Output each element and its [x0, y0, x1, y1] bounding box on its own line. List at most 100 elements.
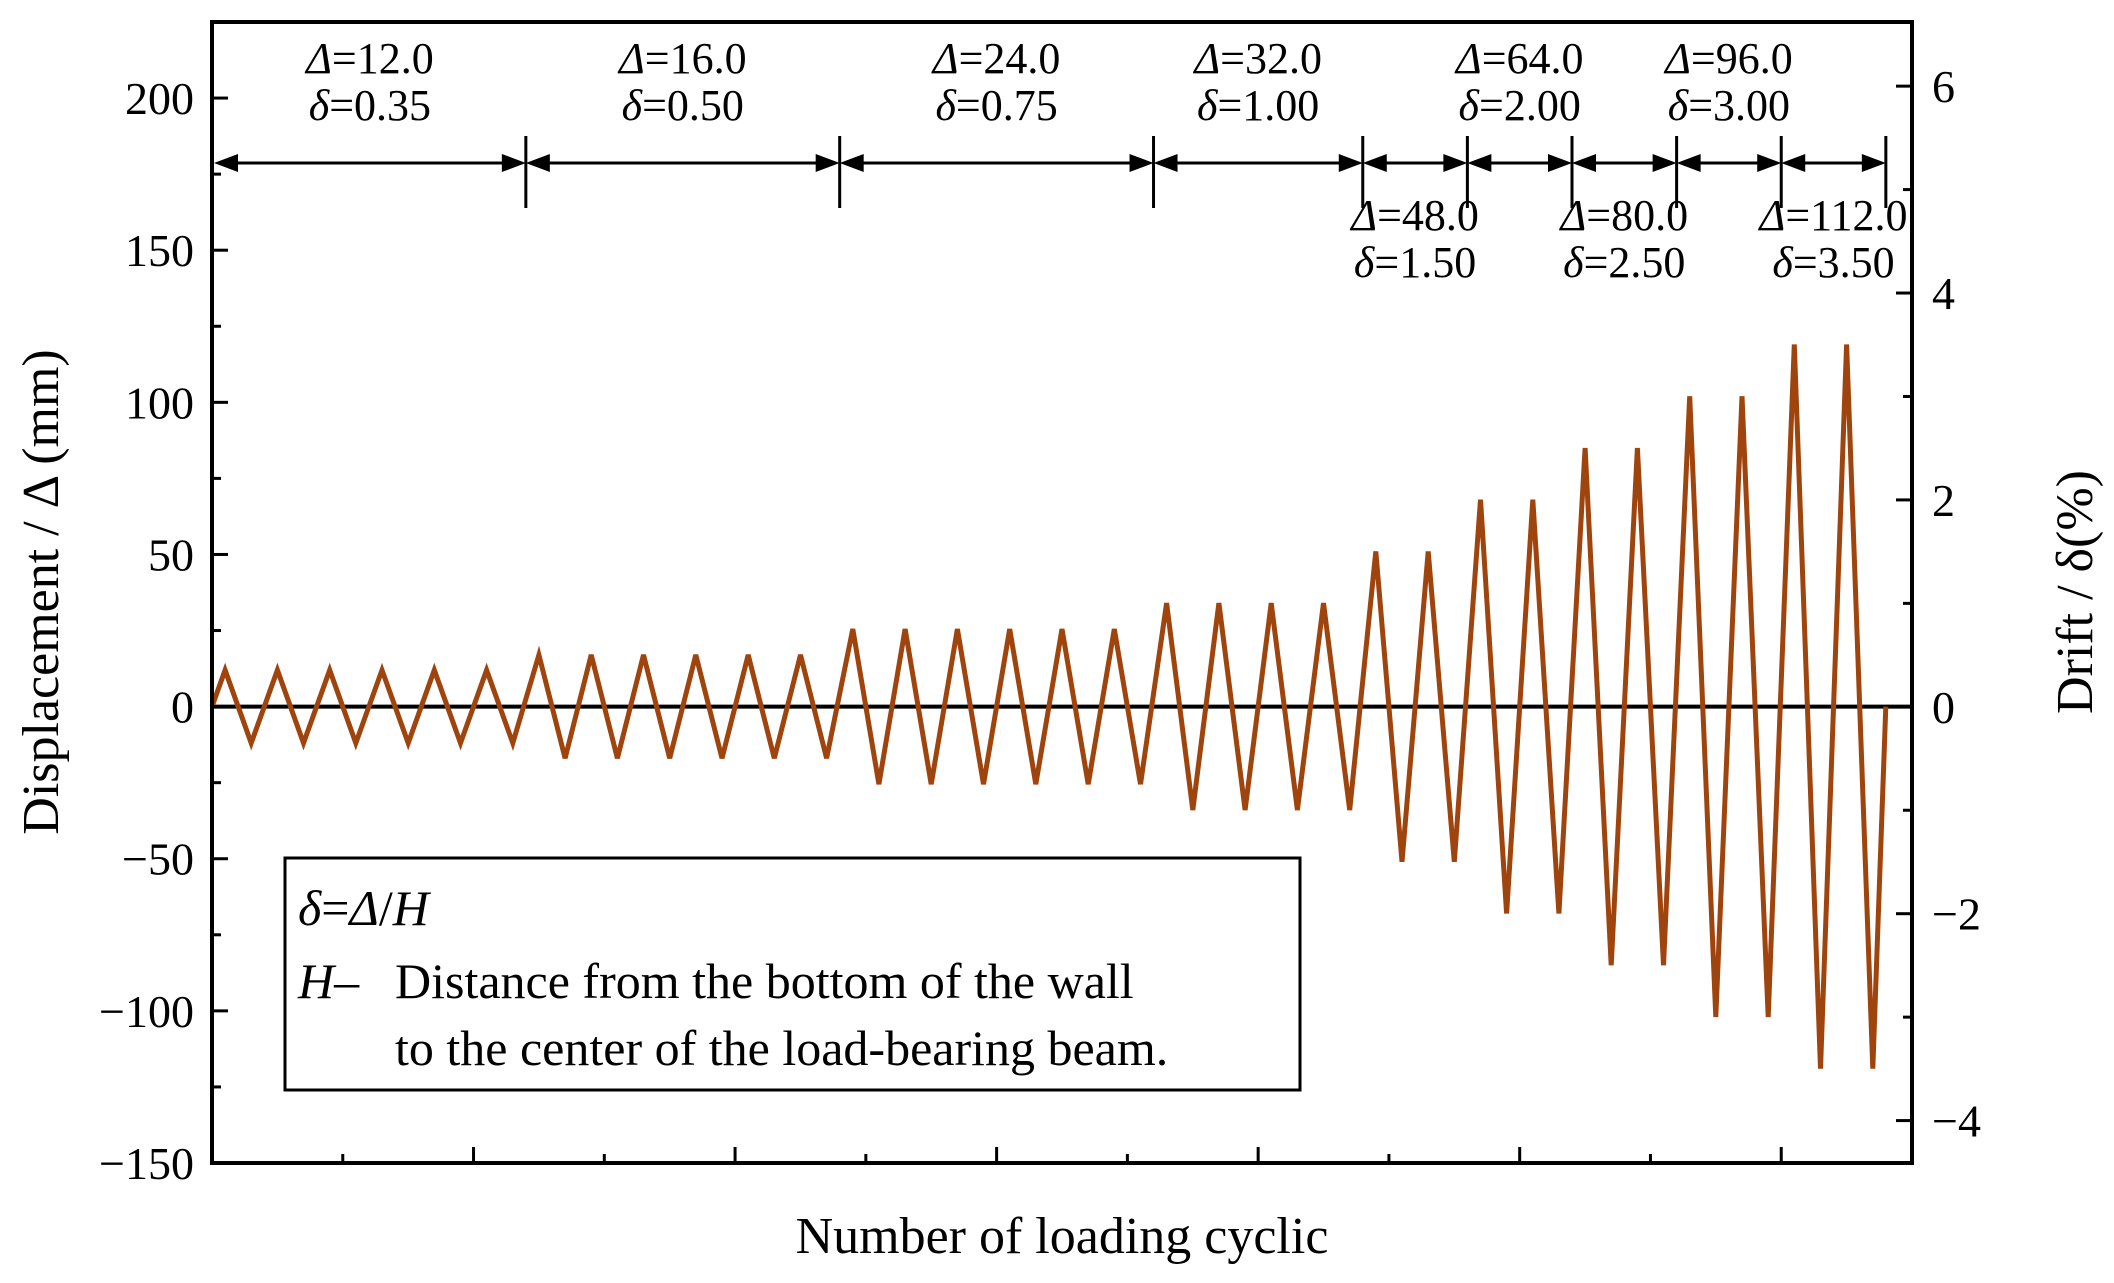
legend-h-text-line1: Distance from the bottom of the wall [395, 953, 1134, 1009]
stage-drift-label: δ=1.00 [1197, 81, 1319, 130]
stage-annotations: Δ=12.0δ=0.35Δ=16.0δ=0.50Δ=24.0δ=0.75Δ=32… [210, 34, 1908, 287]
stage-drift-symbol: δ [309, 81, 331, 130]
dimension-arrowhead [815, 154, 840, 172]
legend-formula-height-symbol: H [392, 880, 432, 936]
left-y-tick-label: 0 [171, 682, 194, 733]
stage-drift-symbol: δ [935, 81, 957, 130]
stage-displacement-value: =112.0 [1785, 191, 1907, 240]
stage-drift-label: δ=1.50 [1354, 238, 1476, 287]
stage-displacement-symbol: Δ [1192, 34, 1220, 83]
right-y-tick-label: 0 [1932, 682, 1955, 733]
right-y-tick-label: 6 [1932, 61, 1955, 112]
stage-drift-symbol: δ [1354, 238, 1376, 287]
right-y-tick-label: −4 [1932, 1096, 1981, 1147]
legend-formula-displacement-symbol: Δ [347, 880, 378, 936]
left-y-axis: −150 −100 −50 0 50 100 150 200 [99, 73, 228, 1189]
left-y-tick-label: −50 [122, 834, 194, 885]
stage-drift-symbol: δ [1459, 81, 1481, 130]
stage-displacement-label: Δ=112.0 [1758, 191, 1908, 240]
left-y-tick-label: −100 [99, 986, 194, 1037]
stage-drift-label: δ=3.00 [1668, 81, 1790, 130]
stage-drift-value: =1.00 [1217, 81, 1319, 130]
series-group [209, 344, 1889, 1069]
stage-drift-value: =0.75 [956, 81, 1058, 130]
stage-displacement-symbol: Δ [617, 34, 645, 83]
left-y-tick-label: 200 [125, 73, 194, 124]
dimension-arrowhead [1443, 154, 1468, 172]
dimension-arrowhead [525, 154, 550, 172]
stage-drift-symbol: δ [1197, 81, 1219, 130]
stage-drift-value: =2.50 [1584, 238, 1686, 287]
legend-box: δ=Δ/H H– Distance from the bottom of the… [283, 856, 1302, 1092]
dimension-arrowhead [839, 154, 864, 172]
dimension-arrowhead [1861, 154, 1886, 172]
left-y-tick-label: 50 [148, 529, 194, 580]
plot-frame [210, 20, 1914, 1165]
dimension-arrowhead [1153, 154, 1178, 172]
stage-displacement-label: Δ=16.0 [617, 34, 747, 83]
stage-drift-value: =1.50 [1374, 238, 1476, 287]
stage-drift-symbol: δ [1772, 238, 1794, 287]
x-axis-title: Number of loading cyclic [796, 1208, 1329, 1265]
stage-drift-label: δ=3.50 [1772, 238, 1894, 287]
stage-drift-symbol: δ [1668, 81, 1690, 130]
legend-h-symbol: H [297, 953, 337, 1009]
right-y-axis-title: Drift / δ(%) [2047, 470, 2104, 714]
dimension-arrowhead [1676, 154, 1701, 172]
dimension-arrowhead [1652, 154, 1677, 172]
stage-displacement-symbol: Δ [1663, 34, 1691, 83]
stage-drift-label: δ=0.50 [622, 81, 744, 130]
stage-drift-value: =0.35 [329, 81, 431, 130]
displacement-series-line [209, 344, 1889, 1069]
dimension-arrowhead [1338, 154, 1363, 172]
stage-drift-label: δ=0.35 [309, 81, 431, 130]
stage-displacement-symbol: Δ [1349, 191, 1377, 240]
dimension-arrowhead [1467, 154, 1492, 172]
dimension-arrowhead [214, 154, 238, 172]
legend-formula: δ=Δ/H [298, 880, 432, 936]
left-y-axis-title: Displacement / Δ (mm) [13, 349, 70, 834]
stage-displacement-label: Δ=48.0 [1349, 191, 1479, 240]
dimension-arrowhead [1572, 154, 1596, 172]
stage-drift-value: =3.50 [1793, 238, 1895, 287]
stage-displacement-label: Δ=32.0 [1192, 34, 1322, 83]
right-y-axis: −4 −2 0 2 4 6 [1896, 61, 1981, 1147]
left-y-tick-label: 150 [125, 225, 194, 276]
legend-formula-equals: = [321, 880, 349, 936]
stage-drift-symbol: δ [622, 81, 644, 130]
legend-h-definition: H– [297, 953, 360, 1009]
stage-displacement-symbol: Δ [931, 34, 959, 83]
dimension-arrowhead [1362, 154, 1387, 172]
left-y-tick-label: −150 [99, 1138, 194, 1189]
stage-displacement-symbol: Δ [1558, 191, 1586, 240]
stage-displacement-symbol: Δ [304, 34, 332, 83]
stage-drift-symbol: δ [1563, 238, 1585, 287]
stage-displacement-value: =12.0 [332, 34, 434, 83]
stage-displacement-symbol: Δ [1454, 34, 1482, 83]
stage-displacement-symbol: Δ [1758, 191, 1786, 240]
dimension-arrowhead [1548, 154, 1572, 172]
stage-displacement-value: =96.0 [1691, 34, 1793, 83]
right-y-tick-label: −2 [1932, 889, 1981, 940]
legend-formula-drift-symbol: δ [298, 880, 322, 936]
legend-h-dash: – [333, 953, 360, 1009]
stage-drift-value: =3.00 [1688, 81, 1790, 130]
stage-drift-value: =2.00 [1479, 81, 1581, 130]
right-y-tick-label: 2 [1932, 475, 1955, 526]
stage-displacement-label: Δ=12.0 [304, 34, 434, 83]
stage-drift-label: δ=2.50 [1563, 238, 1685, 287]
stage-displacement-value: =64.0 [1482, 34, 1584, 83]
stage-drift-label: δ=0.75 [935, 81, 1057, 130]
dimension-arrowhead [1129, 154, 1154, 172]
stage-displacement-label: Δ=96.0 [1663, 34, 1793, 83]
stage-displacement-value: =48.0 [1377, 191, 1479, 240]
legend-formula-slash: / [379, 880, 393, 936]
dimension-arrowhead [501, 154, 526, 172]
stage-displacement-value: =24.0 [959, 34, 1061, 83]
stage-displacement-value: =32.0 [1220, 34, 1322, 83]
stage-displacement-label: Δ=24.0 [931, 34, 1061, 83]
left-y-tick-label: 100 [125, 377, 194, 428]
stage-drift-label: δ=2.00 [1459, 81, 1581, 130]
x-axis-ticks [341, 1147, 1783, 1163]
